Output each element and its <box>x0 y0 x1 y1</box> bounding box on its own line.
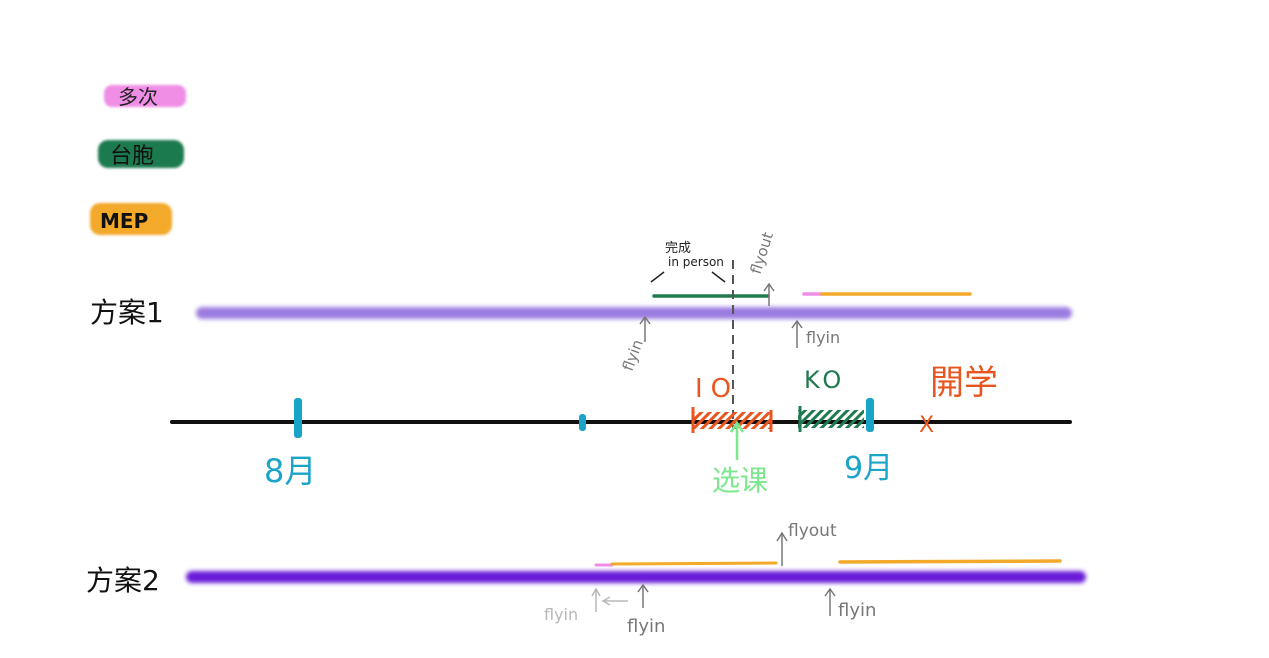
legend-swatch-mep <box>90 203 172 235</box>
timeline-marker-mid-aug <box>579 414 586 431</box>
timeline-month-aug: 8月 <box>264 452 316 490</box>
plan1-flyin-right-arrowhead <box>791 319 803 329</box>
timeline-course-select-label: 选课 <box>712 464 768 497</box>
plan2-bar <box>186 571 1086 583</box>
legend-swatch-multiple <box>104 85 186 107</box>
plan2-flyin-gray-arrowhead <box>591 587 601 597</box>
timeline-marker-sep <box>866 398 874 432</box>
timeline-course-select-arrowhead <box>729 420 745 433</box>
timeline-io-segment <box>692 412 772 429</box>
plan1-complete-bracket-right <box>711 271 726 283</box>
plan2: 方案2 flyout flyin flyin flyin <box>86 521 1086 637</box>
plan2-flyin-right-label: flyin <box>838 600 876 621</box>
plan1-complete-label-line2: in person <box>668 255 724 269</box>
timeline-ko-label: KO <box>804 366 845 394</box>
plan1-flyin-right-label: flyin <box>806 328 840 347</box>
plan1-complete-label-line1: 完成 <box>665 241 691 256</box>
plan2-flyin-gray-label: flyin <box>544 605 578 624</box>
timeline-marker-aug <box>294 398 302 438</box>
timeline-io-label: IO <box>695 374 739 404</box>
plan1-flyout-label: flyout <box>747 230 777 276</box>
plan2-flyin-left-arrowhead <box>637 583 649 593</box>
timeline-school-start-mark: X <box>919 413 934 438</box>
legend-label-multiple: 多次 <box>118 85 158 109</box>
legend: 多次 台胞 MEP <box>90 85 186 235</box>
legend-label-mep: MEP <box>100 209 148 233</box>
plan1-bar <box>196 307 1072 319</box>
plan1-flyin-left-label: flyin <box>619 337 647 373</box>
plan2-flyout-arrowhead <box>776 531 788 542</box>
timeline-school-start-label: 開学 <box>930 363 998 403</box>
plan1-flyin-left-arrowhead <box>639 315 651 325</box>
plan2-flyin-left-label: flyin <box>627 616 665 637</box>
legend-label-taiwan-permit: 台胞 <box>110 144 154 169</box>
plan2-mep-segment-2 <box>838 559 1062 564</box>
plan2-flyin-right-arrowhead <box>824 587 836 597</box>
plan2-label: 方案2 <box>86 564 160 597</box>
timeline: 8月 9月 IO KO X 開学 选课 <box>170 363 1072 497</box>
plan1: 方案1 完成 in person flyout flyin flyin <box>90 230 1072 430</box>
plan1-flyout-arrowhead <box>763 282 775 292</box>
plan2-mep-segment-1 <box>610 561 778 566</box>
timeline-ko-segment <box>798 410 864 428</box>
timeline-month-sep: 9月 <box>844 451 893 486</box>
legend-swatch-taiwan-permit <box>98 140 184 168</box>
plan1-label: 方案1 <box>90 296 164 329</box>
plan2-flyin-gray-side-arrowhead <box>601 596 611 606</box>
plan2-flyout-label: flyout <box>788 521 837 541</box>
plan1-complete-bracket-left <box>650 271 665 283</box>
